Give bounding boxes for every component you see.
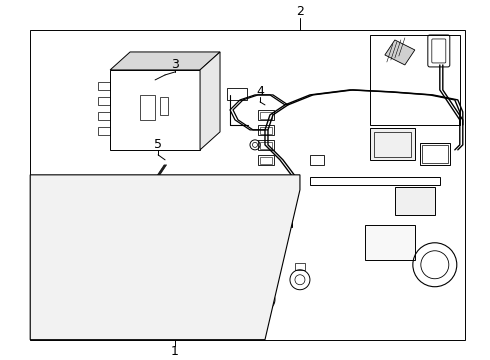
Bar (260, 127, 272, 134)
Bar (30, 30, 465, 340)
Bar (76, 224, 84, 229)
Bar (272, 217, 290, 225)
Bar (190, 278, 200, 285)
Bar (422, 145, 448, 163)
Bar (227, 88, 247, 100)
Bar (260, 157, 272, 164)
Bar (260, 112, 272, 119)
Polygon shape (110, 52, 220, 70)
Text: 3: 3 (171, 58, 179, 71)
Bar (98, 112, 110, 120)
Bar (102, 242, 118, 252)
Text: 2: 2 (296, 5, 304, 18)
Bar (374, 132, 411, 157)
Bar (98, 127, 110, 135)
Bar (98, 97, 110, 105)
Bar (258, 155, 274, 165)
Bar (370, 35, 460, 125)
Bar (147, 200, 163, 210)
Bar (310, 155, 324, 165)
Bar (272, 195, 288, 205)
Text: 5: 5 (154, 138, 162, 151)
Bar (51, 199, 59, 204)
Bar (275, 197, 285, 203)
Text: 4: 4 (256, 85, 264, 98)
Bar (310, 177, 440, 185)
Bar (270, 215, 292, 227)
Bar (98, 82, 110, 90)
Bar (140, 207, 156, 215)
Bar (160, 97, 168, 115)
Bar (258, 140, 274, 150)
Bar (295, 263, 305, 270)
Bar (420, 143, 450, 165)
Bar (202, 190, 218, 200)
Bar (47, 202, 63, 212)
Bar (225, 288, 235, 295)
Bar (258, 125, 274, 135)
Bar (110, 70, 200, 150)
Bar (106, 239, 114, 244)
Bar (258, 110, 274, 120)
Bar (138, 205, 158, 217)
Polygon shape (30, 175, 300, 340)
Bar (205, 192, 215, 198)
Bar (140, 95, 155, 120)
Bar (155, 263, 165, 270)
Bar (395, 187, 435, 215)
Bar (260, 142, 272, 149)
Polygon shape (200, 52, 220, 150)
Bar (365, 225, 415, 260)
Bar (72, 227, 88, 237)
Text: 1: 1 (171, 345, 179, 358)
Polygon shape (385, 40, 415, 65)
Bar (370, 128, 415, 160)
Bar (150, 202, 160, 208)
Bar (260, 283, 270, 290)
